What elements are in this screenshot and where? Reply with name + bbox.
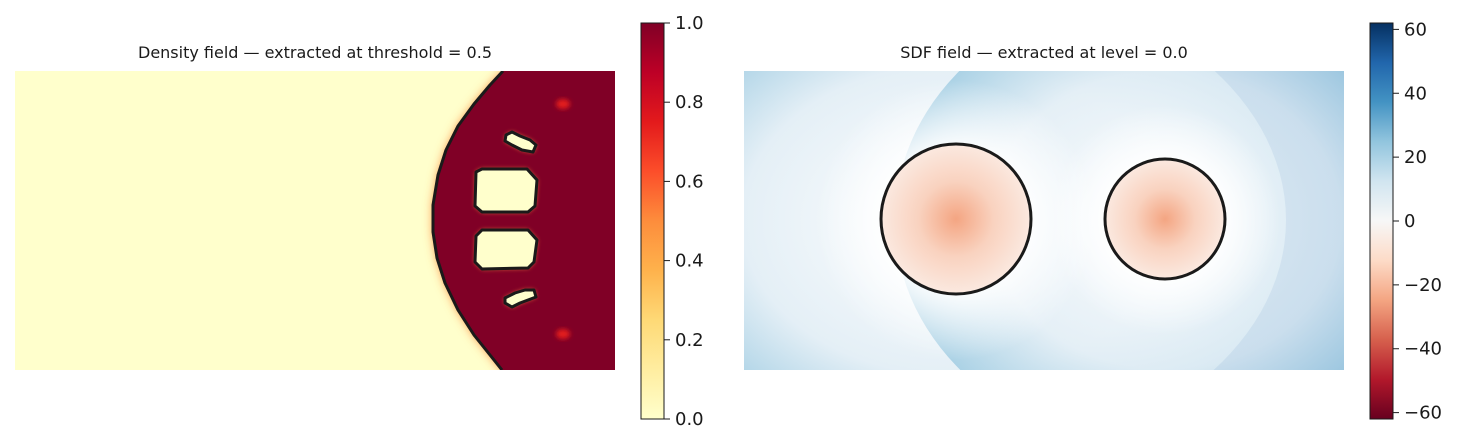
- density-colorbar-ticks: 0.0 0.2 0.4 0.6 0.8 1.0: [664, 13, 704, 430]
- sdf-contour-circle: [1103, 157, 1227, 281]
- sdf-heatmap: [744, 71, 1344, 370]
- density-holes: [473, 130, 539, 309]
- density-hotspot: [556, 329, 570, 339]
- sdf-circle-fill: [881, 144, 1031, 294]
- sdf-colorbar-ticks: −60 −40 −20 0 20 40 60: [1393, 19, 1442, 424]
- density-colorbar-tick-label: 0.2: [675, 330, 704, 351]
- density-hotspot: [556, 99, 570, 109]
- density-colorbar-tick-label: 0.0: [675, 409, 704, 430]
- sdf-colorbar-tick-label: 0: [1404, 211, 1415, 232]
- sdf-colorbar-tick-label: 40: [1404, 83, 1427, 104]
- sdf-panel: SDF field — extracted at level = 0.0 −60…: [744, 19, 1442, 424]
- density-colorbar-tick-label: 0.6: [675, 171, 704, 192]
- density-colorbar: 0.0 0.2 0.4 0.6 0.8 1.0: [640, 13, 704, 430]
- sdf-colorbar-tick-label: −20: [1404, 275, 1442, 296]
- sdf-contour-circle: [879, 142, 1033, 296]
- density-panel: Density field — extracted at threshold =…: [15, 13, 704, 430]
- hole: [473, 167, 539, 214]
- density-colorbar-gradient: [640, 22, 665, 420]
- hole: [503, 130, 538, 154]
- sdf-colorbar-tick-label: 60: [1404, 19, 1427, 40]
- density-contour: [431, 71, 505, 370]
- sdf-colorbar-tick-label: 20: [1404, 147, 1427, 168]
- hole: [473, 228, 539, 271]
- sdf-title: SDF field — extracted at level = 0.0: [900, 43, 1188, 62]
- density-colorbar-tick-label: 1.0: [675, 13, 704, 34]
- density-colorbar-tick-label: 0.4: [675, 251, 704, 272]
- density-heatmap: [15, 71, 615, 370]
- density-solid-region: [433, 71, 615, 370]
- density-title: Density field — extracted at threshold =…: [138, 43, 492, 62]
- sdf-colorbar-tick-label: −60: [1404, 403, 1442, 424]
- sdf-colorbar-gradient: [1369, 22, 1394, 420]
- sdf-colorbar-tick-label: −40: [1404, 339, 1442, 360]
- sdf-circle-fill: [1105, 159, 1225, 279]
- hole: [503, 288, 538, 309]
- density-colorbar-tick-label: 0.8: [675, 92, 704, 113]
- sdf-colorbar: −60 −40 −20 0 20 40 60: [1369, 19, 1442, 424]
